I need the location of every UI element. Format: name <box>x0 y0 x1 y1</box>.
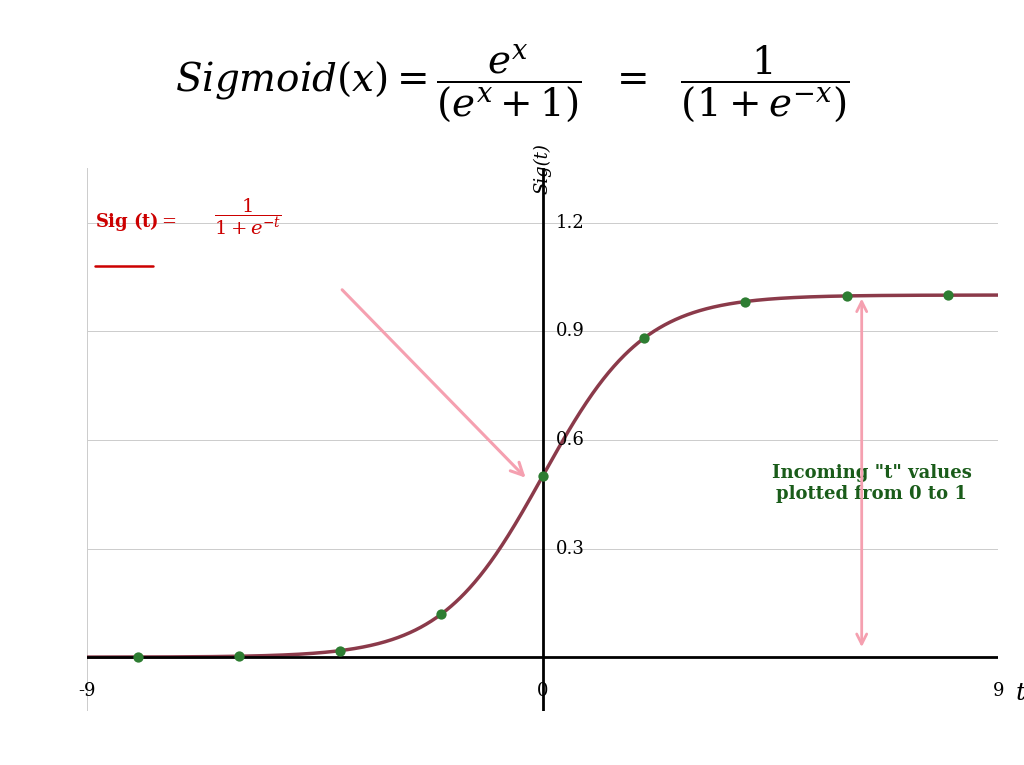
Point <box>636 332 652 344</box>
Text: -9: -9 <box>78 682 96 701</box>
Text: 1.2: 1.2 <box>555 213 584 232</box>
Text: 0: 0 <box>537 682 549 701</box>
Text: $\mathbf{\mathit{Sigmoid(x)}} = \dfrac{e^x}{(e^x+1)}\ \ =\ \ \dfrac{1}{(1+e^{-x}: $\mathbf{\mathit{Sigmoid(x)}} = \dfrac{e… <box>175 43 849 125</box>
Point <box>129 651 145 663</box>
Point <box>230 650 247 662</box>
Point <box>940 289 956 301</box>
Text: $\mathit{\mathbf{Sig\ (t)}} = $: $\mathit{\mathbf{Sig\ (t)}} = $ <box>94 210 176 233</box>
Text: Incoming "t" values
plotted from 0 to 1: Incoming "t" values plotted from 0 to 1 <box>772 464 972 503</box>
Text: 9: 9 <box>992 682 1005 701</box>
Text: $\dfrac{1}{1+e^{-t}}$: $\dfrac{1}{1+e^{-t}}$ <box>214 197 282 237</box>
Text: Sig(t): Sig(t) <box>534 143 552 194</box>
Text: 0.9: 0.9 <box>555 322 585 340</box>
Text: 0.3: 0.3 <box>555 539 585 558</box>
Text: t: t <box>1016 682 1024 705</box>
Point <box>737 295 754 308</box>
Text: 0.6: 0.6 <box>555 431 585 449</box>
Point <box>332 644 348 656</box>
Point <box>839 290 855 302</box>
Point <box>433 608 450 620</box>
Point <box>535 470 551 482</box>
